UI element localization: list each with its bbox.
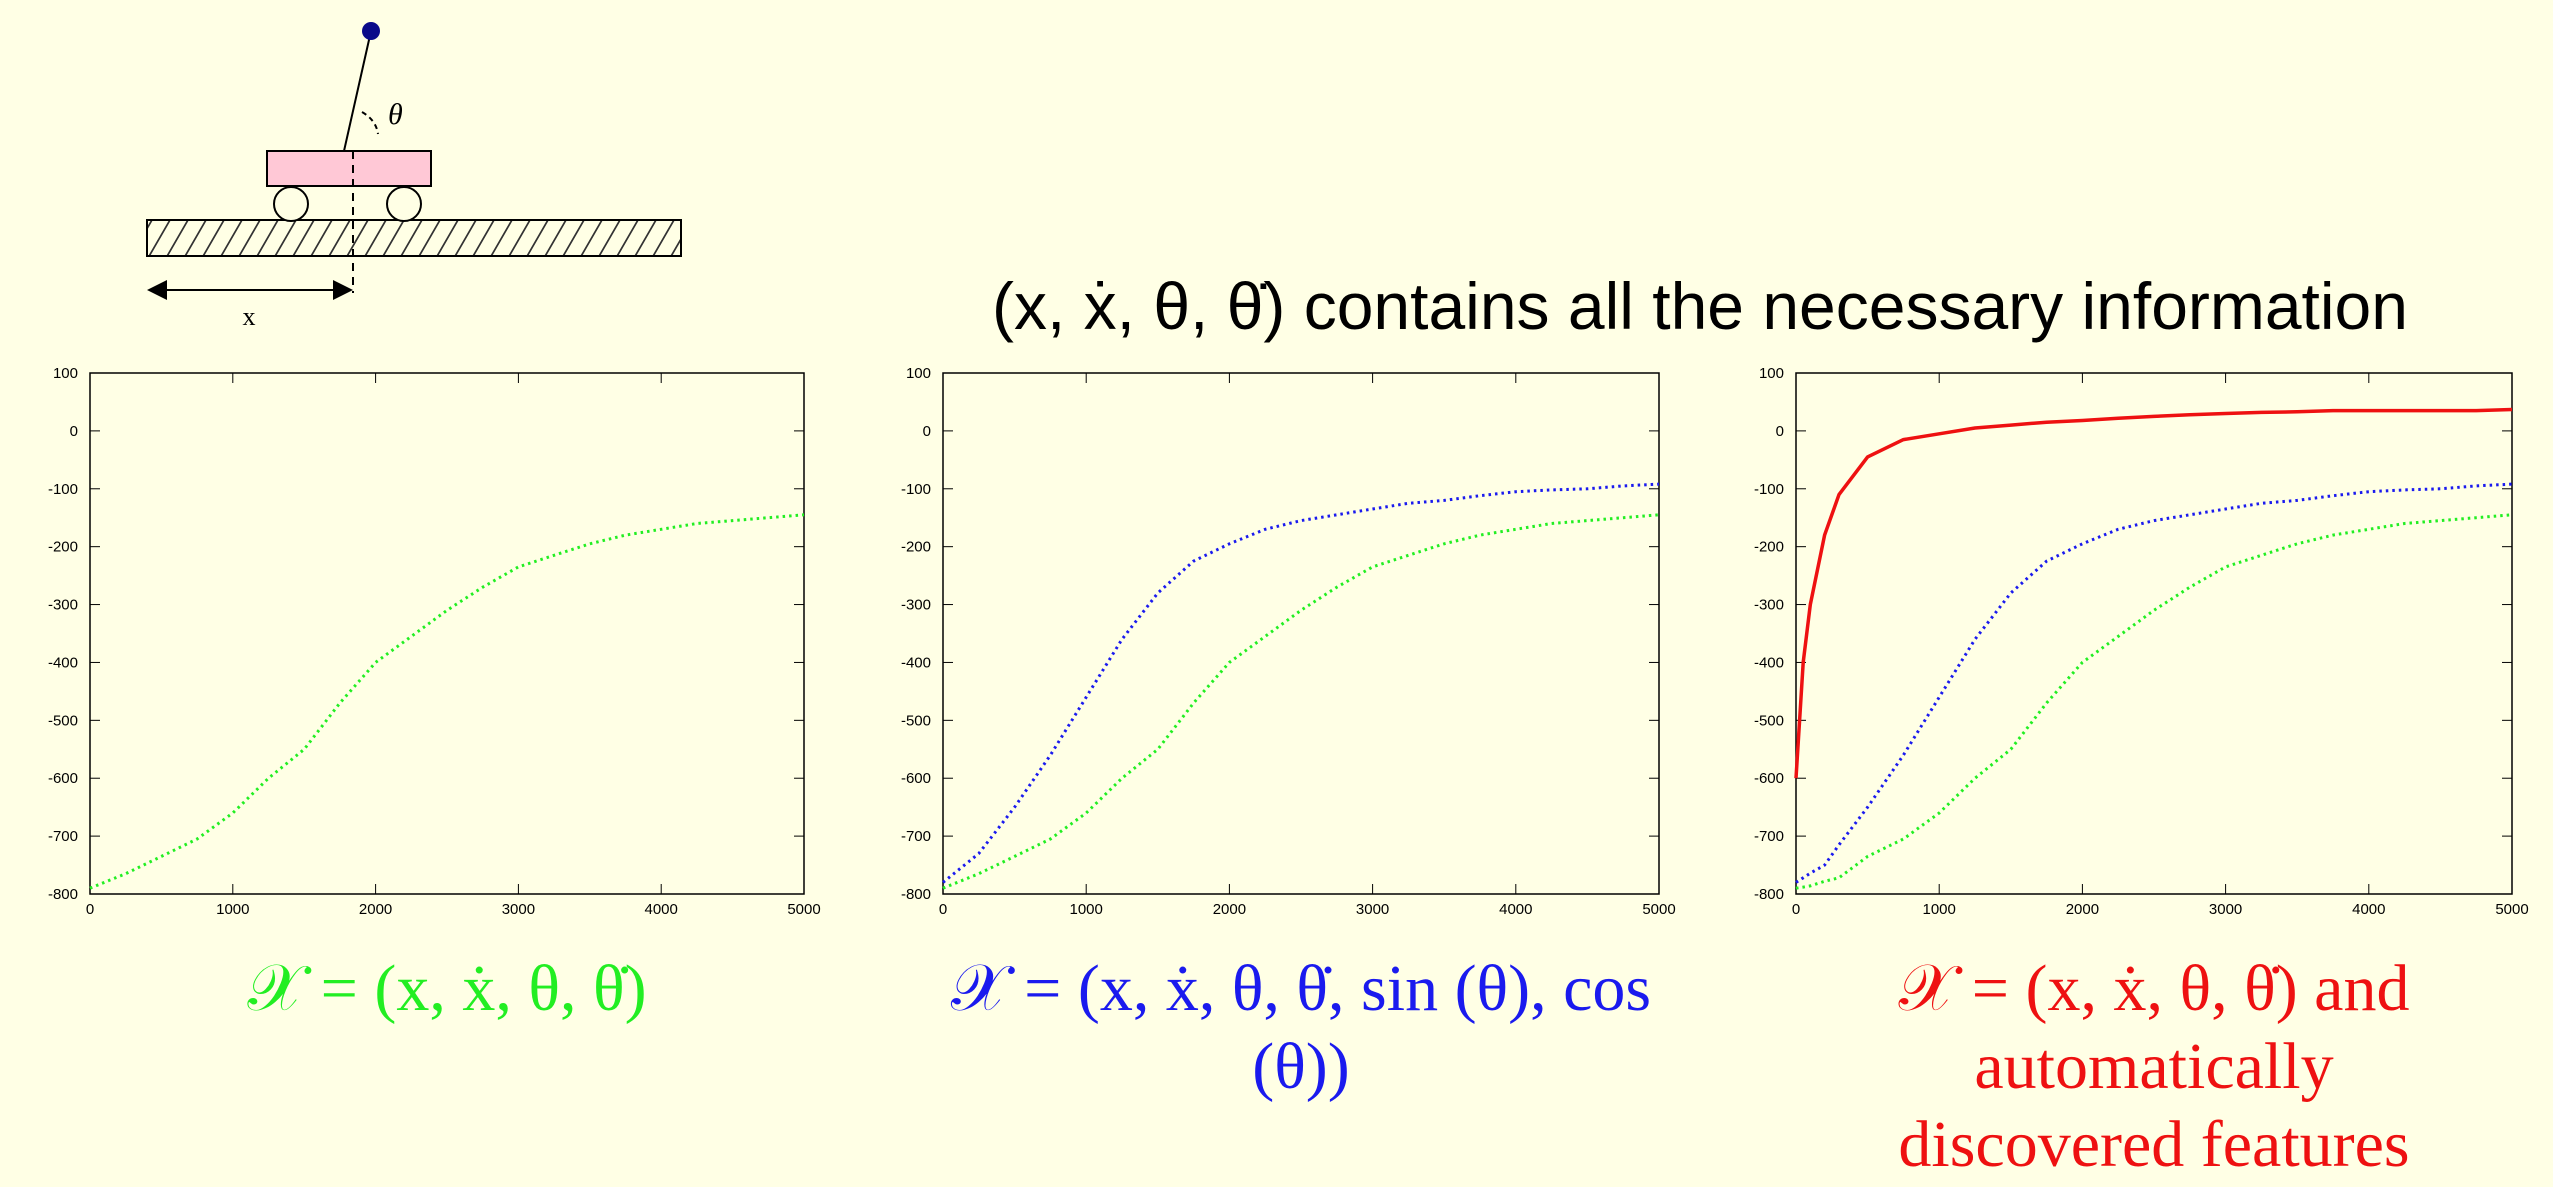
y-tick-label: -600 (48, 770, 78, 787)
y-tick-label: -700 (1754, 828, 1784, 845)
x-tick-label: 5000 (2495, 901, 2528, 918)
headline: (x, ẋ, θ, θ̇) contains all the necessary… (992, 269, 2408, 343)
x-tick-label: 0 (86, 901, 94, 918)
x-tick-label: 3000 (2209, 901, 2242, 918)
x-tick-label: 4000 (1499, 901, 1532, 918)
y-tick-label: 100 (53, 365, 78, 382)
caption: 𝒳 = (x, ẋ, θ, θ̇) (247, 952, 647, 1025)
x-tick-label: 2000 (2066, 901, 2099, 918)
y-tick-label: -800 (901, 886, 931, 903)
y-tick-label: -700 (901, 828, 931, 845)
series-line (1795, 513, 2513, 890)
y-tick-label: -400 (1754, 654, 1784, 671)
series-line (1794, 407, 2513, 779)
y-tick-label: -600 (901, 770, 931, 787)
y-tick-label: -300 (901, 597, 931, 614)
series-line (942, 513, 1660, 890)
x-tick-label: 3000 (502, 901, 535, 918)
y-tick-label: -500 (901, 712, 931, 729)
x-tick-label: 2000 (1213, 901, 1246, 918)
y-tick-label: -800 (48, 886, 78, 903)
pole-tip (362, 22, 380, 40)
y-tick-label: -600 (1754, 770, 1784, 787)
cart-pole-diagram: θ x (146, 22, 682, 331)
angle-arc (361, 111, 379, 135)
y-tick-label: -200 (1754, 539, 1784, 556)
x-tick-label: 1000 (216, 901, 249, 918)
y-tick-label: -500 (1754, 712, 1784, 729)
y-tick-label: -100 (901, 481, 931, 498)
cart (266, 150, 432, 187)
series-line (1795, 482, 2513, 884)
x-tick-label: 0 (939, 901, 947, 918)
y-tick-label: 0 (1776, 423, 1784, 440)
y-tick-label: 100 (906, 365, 931, 382)
wheel (273, 186, 309, 222)
x-tick-label: 1000 (1070, 901, 1103, 918)
x-tick-label: 3000 (1356, 901, 1389, 918)
y-tick-label: -700 (48, 828, 78, 845)
x-tick-label: 4000 (645, 901, 678, 918)
y-tick-label: -200 (901, 539, 931, 556)
y-tick-label: -400 (901, 654, 931, 671)
x-tick-label: 0 (1792, 901, 1800, 918)
y-tick-label: -500 (48, 712, 78, 729)
plot-frame (89, 372, 805, 895)
x-tick-label: 4000 (2352, 901, 2385, 918)
y-tick-label: -100 (1754, 481, 1784, 498)
x-tick-label: 5000 (1642, 901, 1675, 918)
plot-frame (1795, 372, 2513, 895)
y-tick-label: -300 (48, 597, 78, 614)
x-tick-label: 5000 (787, 901, 820, 918)
x-tick-label: 2000 (359, 901, 392, 918)
y-tick-label: -200 (48, 539, 78, 556)
y-tick-label: -400 (48, 654, 78, 671)
wheel (386, 186, 422, 222)
y-tick-label: -800 (1754, 886, 1784, 903)
y-tick-label: 0 (70, 423, 78, 440)
y-tick-label: -300 (1754, 597, 1784, 614)
position-label: x (243, 302, 256, 331)
series-line (89, 513, 805, 890)
caption: 𝒳 = (x, ẋ, θ, θ̇, sin (θ), cos (θ)) (950, 952, 1652, 1103)
plot-frame (942, 372, 1660, 895)
caption: 𝒳 = (x, ẋ, θ, θ̇) and automatically disc… (1898, 952, 2410, 1181)
y-tick-label: -100 (48, 481, 78, 498)
y-tick-label: 0 (923, 423, 931, 440)
ground (146, 219, 682, 257)
y-tick-label: 100 (1759, 365, 1784, 382)
x-tick-label: 1000 (1923, 901, 1956, 918)
pole (343, 30, 372, 152)
series-line (942, 482, 1660, 884)
angle-label: θ (388, 98, 403, 131)
